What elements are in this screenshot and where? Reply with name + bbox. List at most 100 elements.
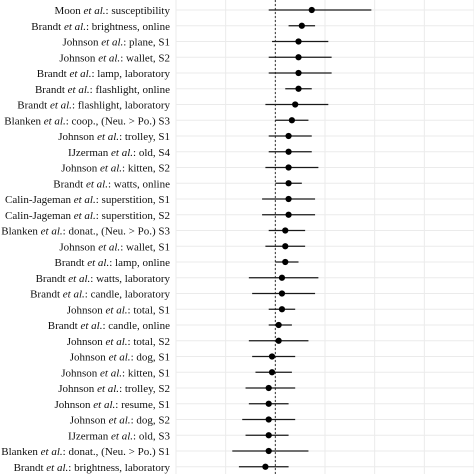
row-label-etal: et al. bbox=[46, 462, 68, 474]
point-estimate bbox=[285, 132, 292, 140]
row-label: Johnson et al.: resume, S1 bbox=[54, 399, 170, 411]
row-label: Brandt et al.: brightness, online bbox=[31, 21, 170, 33]
row-label-author: Brandt bbox=[31, 21, 64, 33]
point-estimate bbox=[278, 306, 286, 313]
row-label: IJzerman et al.: old, S4 bbox=[68, 147, 171, 159]
point-estimate bbox=[308, 6, 315, 14]
row-label-etal: et al. bbox=[100, 367, 122, 379]
row-label-etal: et al. bbox=[98, 52, 120, 64]
point-estimate bbox=[278, 290, 286, 297]
point-estimate bbox=[295, 69, 302, 77]
row-label-etal: et al. bbox=[41, 446, 63, 458]
row-label-author: Brandt bbox=[14, 462, 47, 474]
row-label-study: : old, S3 bbox=[133, 430, 170, 442]
row-label-etal: et al. bbox=[86, 178, 108, 190]
row-label: Brandt et al.: brightness, laboratory bbox=[14, 462, 171, 474]
point-estimate bbox=[282, 243, 289, 250]
row-label-author: Blanken bbox=[1, 446, 40, 458]
row-label: Johnson et al.: total, S1 bbox=[67, 304, 170, 316]
row-label-etal: et al. bbox=[50, 100, 72, 112]
row-label-etal: et al. bbox=[97, 131, 119, 143]
row-label-study: : trolley, S2 bbox=[119, 383, 170, 395]
point-estimates bbox=[262, 6, 315, 470]
row-label-study: : trolley, S1 bbox=[119, 131, 170, 143]
row-label-study: : donat., (Neu. > Po.) S1 bbox=[63, 446, 170, 458]
row-label: Johnson et al.: total, S2 bbox=[67, 336, 170, 348]
row-label-etal: et al. bbox=[109, 352, 131, 364]
row-label-etal: et al. bbox=[41, 226, 63, 238]
row-label: Brandt et al.: lamp, laboratory bbox=[37, 68, 171, 80]
row-label-study: : dog, S1 bbox=[131, 352, 170, 364]
row-label-author: Johnson bbox=[62, 37, 101, 49]
point-estimate bbox=[288, 117, 295, 124]
row-label-study: : kitten, S2 bbox=[122, 163, 170, 175]
row-label-etal: et al. bbox=[68, 84, 90, 96]
row-label-author: Blanken bbox=[4, 115, 43, 127]
row-label-etal: et al. bbox=[111, 430, 133, 442]
row-label-study: : lamp, online bbox=[109, 257, 170, 269]
row-label: Brandt et al.: lamp, online bbox=[55, 257, 171, 269]
row-label-author: Johnson bbox=[61, 163, 100, 175]
row-label: Brandt et al.: candle, online bbox=[48, 320, 170, 332]
row-label: Johnson et al.: dog, S2 bbox=[70, 415, 170, 427]
row-label: Johnson et al.: plane, S1 bbox=[62, 37, 170, 49]
row-label: IJzerman et al.: old, S3 bbox=[68, 430, 171, 442]
point-estimate bbox=[262, 463, 269, 470]
row-label-author: Brandt bbox=[17, 100, 50, 112]
row-label-author: Johnson bbox=[59, 52, 98, 64]
row-label: Blanken et al.: coop., (Neu. > Po.) S3 bbox=[4, 115, 170, 127]
row-label-etal: et al. bbox=[68, 273, 90, 285]
point-estimate bbox=[285, 211, 292, 218]
row-label: Brandt et al.: flashlight, laboratory bbox=[17, 100, 170, 112]
row-label-study: : total, S2 bbox=[128, 336, 170, 348]
grid bbox=[175, 0, 474, 474]
point-estimate bbox=[278, 274, 286, 281]
point-estimate bbox=[285, 164, 292, 171]
row-label-study: : resume, S1 bbox=[115, 399, 170, 411]
point-estimate bbox=[265, 447, 272, 455]
point-estimate bbox=[285, 148, 292, 155]
row-label-etal: et al. bbox=[101, 37, 123, 49]
row-label-study: : brightness, online bbox=[86, 21, 170, 33]
row-label-etal: et al. bbox=[74, 210, 96, 222]
row-label-etal: et al. bbox=[69, 68, 91, 80]
row-label-study: : kitten, S1 bbox=[122, 367, 170, 379]
row-label-study: : watts, laboratory bbox=[90, 273, 170, 285]
row-label-etal: et al. bbox=[97, 383, 119, 395]
row-label-study: : wallet, S2 bbox=[120, 52, 170, 64]
point-estimate bbox=[295, 85, 302, 92]
row-label-study: : superstition, S1 bbox=[96, 194, 170, 206]
row-label: Johnson et al.: kitten, S2 bbox=[61, 163, 170, 175]
row-label-author: Johnson bbox=[58, 131, 97, 143]
row-label-etal: et al. bbox=[64, 21, 86, 33]
row-label-etal: et al. bbox=[98, 241, 120, 253]
row-label-etal: et al. bbox=[100, 163, 122, 175]
row-label: Calin-Jageman et al.: superstition, S2 bbox=[5, 210, 170, 222]
point-estimate bbox=[282, 227, 289, 234]
point-estimate bbox=[265, 432, 272, 439]
row-label-study: : total, S1 bbox=[128, 304, 170, 316]
row-label-author: Johnson bbox=[59, 241, 98, 253]
row-label-study: : brightness, laboratory bbox=[68, 462, 170, 474]
row-label-author: Moon bbox=[54, 5, 83, 17]
row-label-study: : old, S4 bbox=[133, 147, 170, 159]
row-label-etal: et al. bbox=[63, 289, 85, 301]
row-label-author: Johnson bbox=[67, 336, 106, 348]
point-estimate bbox=[285, 180, 292, 187]
row-label-study: : dog, S2 bbox=[131, 415, 170, 427]
row-label-study: : superstition, S2 bbox=[96, 210, 170, 222]
row-label: Blanken et al.: donat., (Neu. > Po.) S1 bbox=[1, 446, 170, 458]
confidence-intervals bbox=[232, 9, 372, 468]
row-label-author: Johnson bbox=[67, 304, 106, 316]
row-label: Brandt et al.: watts, online bbox=[53, 178, 170, 190]
row-label-etal: et al. bbox=[93, 399, 115, 411]
row-label-study: : plane, S1 bbox=[123, 37, 170, 49]
point-estimate bbox=[268, 369, 276, 376]
row-label-author: Johnson bbox=[70, 352, 109, 364]
row-label-author: Brandt bbox=[53, 178, 86, 190]
point-estimate bbox=[275, 337, 282, 344]
point-estimate bbox=[295, 38, 302, 45]
point-estimate bbox=[268, 353, 276, 360]
row-label: Johnson et al.: trolley, S2 bbox=[58, 383, 170, 395]
